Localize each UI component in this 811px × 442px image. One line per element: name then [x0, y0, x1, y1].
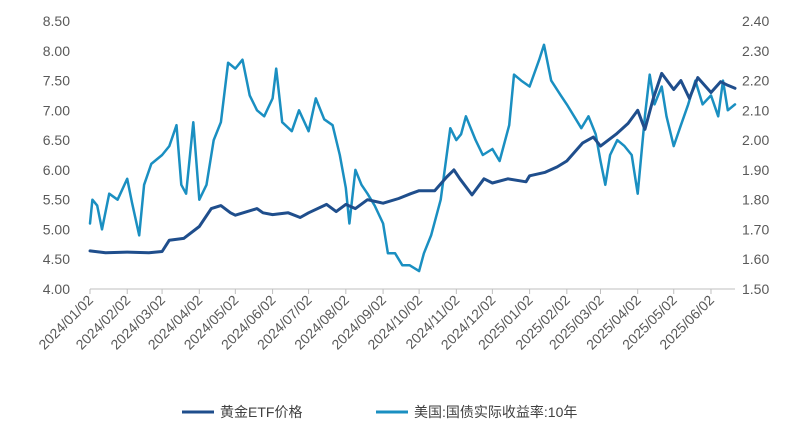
plot-area	[88, 43, 737, 273]
legend-label-gold-etf: 黄金ETF价格	[220, 404, 302, 420]
left-y-tick-label: 8.00	[43, 43, 70, 59]
left-y-tick-label: 4.50	[43, 251, 70, 267]
left-y-tick-label: 6.00	[43, 162, 70, 178]
left-y-tick-label: 8.50	[43, 13, 70, 29]
right-y-tick-label: 1.70	[742, 221, 769, 237]
right-y-tick-label: 2.20	[742, 73, 769, 89]
left-y-tick-label: 6.50	[43, 132, 70, 148]
left-y-tick-label: 4.00	[43, 281, 70, 297]
legend: 黄金ETF价格 美国:国债实际收益率:10年	[182, 404, 577, 420]
left-y-tick-label: 5.00	[43, 221, 70, 237]
right-y-axis: 1.50 1.60 1.70 1.80 1.90 2.00 2.10 2.20 2.30 2.40	[742, 13, 769, 297]
right-y-tick-label: 2.00	[742, 132, 769, 148]
right-y-tick-label: 2.30	[742, 43, 769, 59]
left-y-axis: 4.00 4.50 5.00 5.50 6.00 6.50 7.00 7.50 8.00 8.50	[43, 13, 70, 297]
left-y-tick-label: 7.00	[43, 102, 70, 118]
series-line-us-10y-real-yield	[88, 43, 737, 273]
right-y-tick-label: 1.50	[742, 281, 769, 297]
left-y-tick-label: 7.50	[43, 73, 70, 89]
left-y-tick-label: 5.50	[43, 192, 70, 208]
right-y-tick-label: 1.80	[742, 192, 769, 208]
right-y-tick-label: 1.90	[742, 162, 769, 178]
right-y-tick-label: 2.10	[742, 102, 769, 118]
right-y-tick-label: 2.40	[742, 13, 769, 29]
series-line-gold-etf-price	[88, 71, 737, 255]
x-axis: 2024/01/022024/02/022024/03/022024/04/02…	[35, 288, 735, 353]
legend-label-us-real-yield: 美国:国债实际收益率:10年	[414, 404, 577, 420]
right-y-tick-label: 1.60	[742, 251, 769, 267]
